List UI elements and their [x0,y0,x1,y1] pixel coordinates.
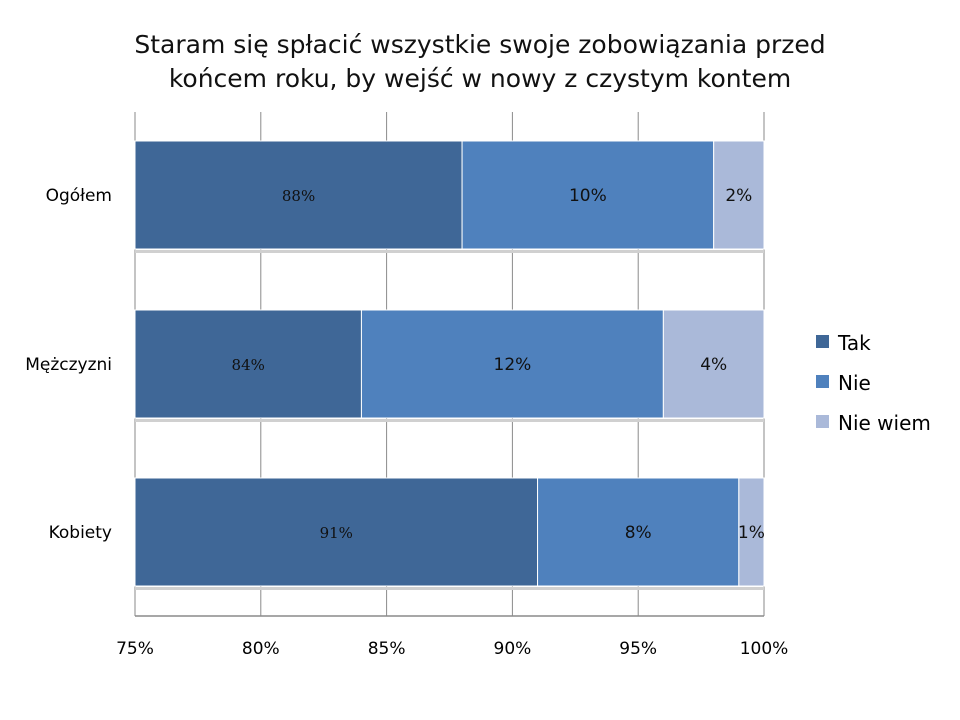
x-tick-label: 80% [242,639,280,659]
bar-segment-tak [134,309,362,419]
data-label: 1% [738,523,765,543]
bar-segment-nie-wiem [713,140,765,250]
legend-label: Tak [837,331,871,355]
x-tick-label: 100% [740,639,789,659]
data-label: 10% [569,186,607,206]
category-label: Ogółem [46,186,112,206]
legend-swatch [816,415,829,428]
category-label: Mężczyzni [25,355,112,375]
data-label: 84% [232,356,265,374]
x-tick-label: 90% [494,639,532,659]
chart-title-line-1: Staram się spłacić wszystkie swoje zobow… [134,30,826,59]
data-label: 2% [725,186,752,206]
bar-segment-tak [134,477,539,587]
bar-segment-nie-wiem [662,309,765,419]
bar-segment-nie [461,140,715,250]
chart-title: Staram się spłacić wszystkie swoje zobow… [0,28,960,96]
category-label: Kobiety [49,523,112,543]
legend-label: Nie wiem [838,411,931,435]
data-label: 4% [700,355,727,375]
x-tick-label: 85% [368,639,406,659]
data-label: 12% [494,355,532,375]
x-tick-label: 75% [116,639,154,659]
bar-shadow [135,587,764,590]
chart-title-line-2: końcem roku, by wejść w nowy z czystym k… [168,64,792,93]
x-tick-label: 95% [619,639,657,659]
bar-segment-tak [134,140,463,250]
legend-label: Nie [838,371,871,395]
data-label: 88% [282,187,315,205]
bar-segment-nie [360,309,664,419]
data-label: 91% [320,524,353,542]
bar-segment-nie-wiem [738,477,765,587]
bar-shadow [135,250,764,253]
legend-swatch [816,335,829,348]
legend-swatch [816,375,829,388]
bar-shadow [135,419,764,422]
data-label: 8% [625,523,652,543]
